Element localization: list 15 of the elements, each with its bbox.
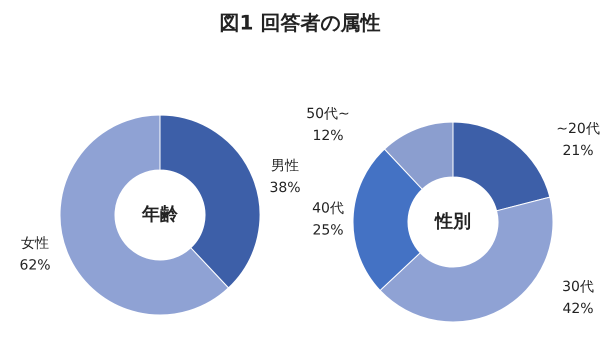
- slice-label: 30代: [562, 278, 594, 295]
- slice-label: ~20代: [556, 120, 600, 137]
- data-label: 42%: [562, 300, 594, 317]
- slice-label: 男性: [271, 158, 299, 174]
- data-label: 38%: [269, 180, 301, 196]
- slice-label: 50代~: [306, 106, 350, 122]
- data-label: 12%: [312, 128, 344, 144]
- data-label: 25%: [312, 222, 344, 239]
- text: 年齢: [141, 204, 179, 225]
- chart-title: 図1 回答者の属性: [220, 10, 380, 34]
- slice-label: 女性: [21, 235, 49, 252]
- data-label: 62%: [19, 257, 51, 274]
- slice-label: 40代: [312, 200, 344, 217]
- data-label: 21%: [562, 142, 594, 159]
- text: 性別: [434, 210, 471, 232]
